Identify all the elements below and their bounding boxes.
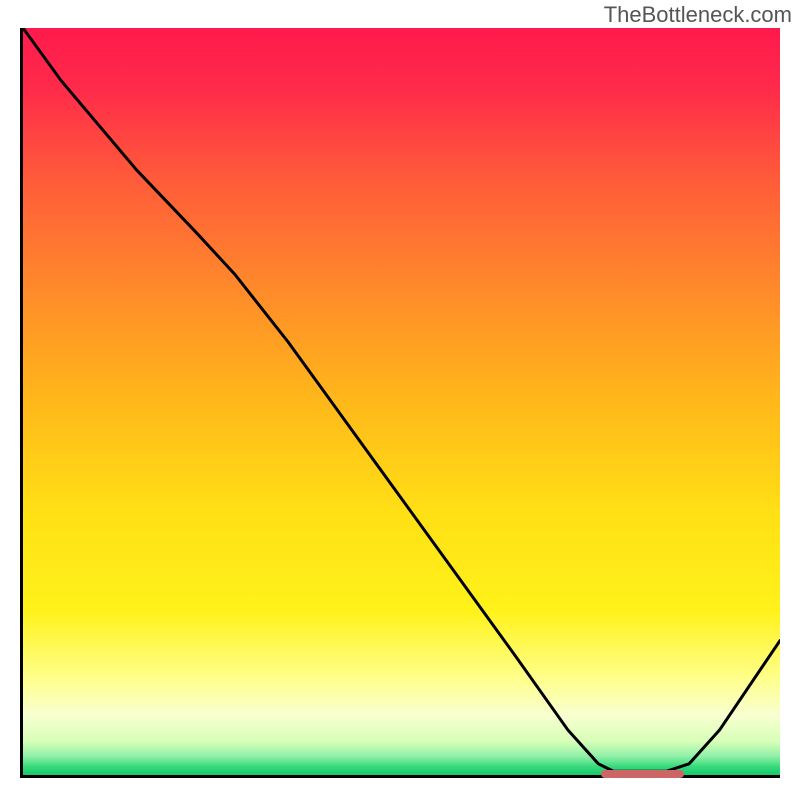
bottleneck-chart: TheBottleneck.com — [0, 0, 800, 800]
watermark-text: TheBottleneck.com — [604, 2, 792, 28]
optimal-range-marker — [601, 770, 685, 778]
bottleneck-curve — [23, 28, 780, 775]
plot-area — [20, 28, 780, 778]
